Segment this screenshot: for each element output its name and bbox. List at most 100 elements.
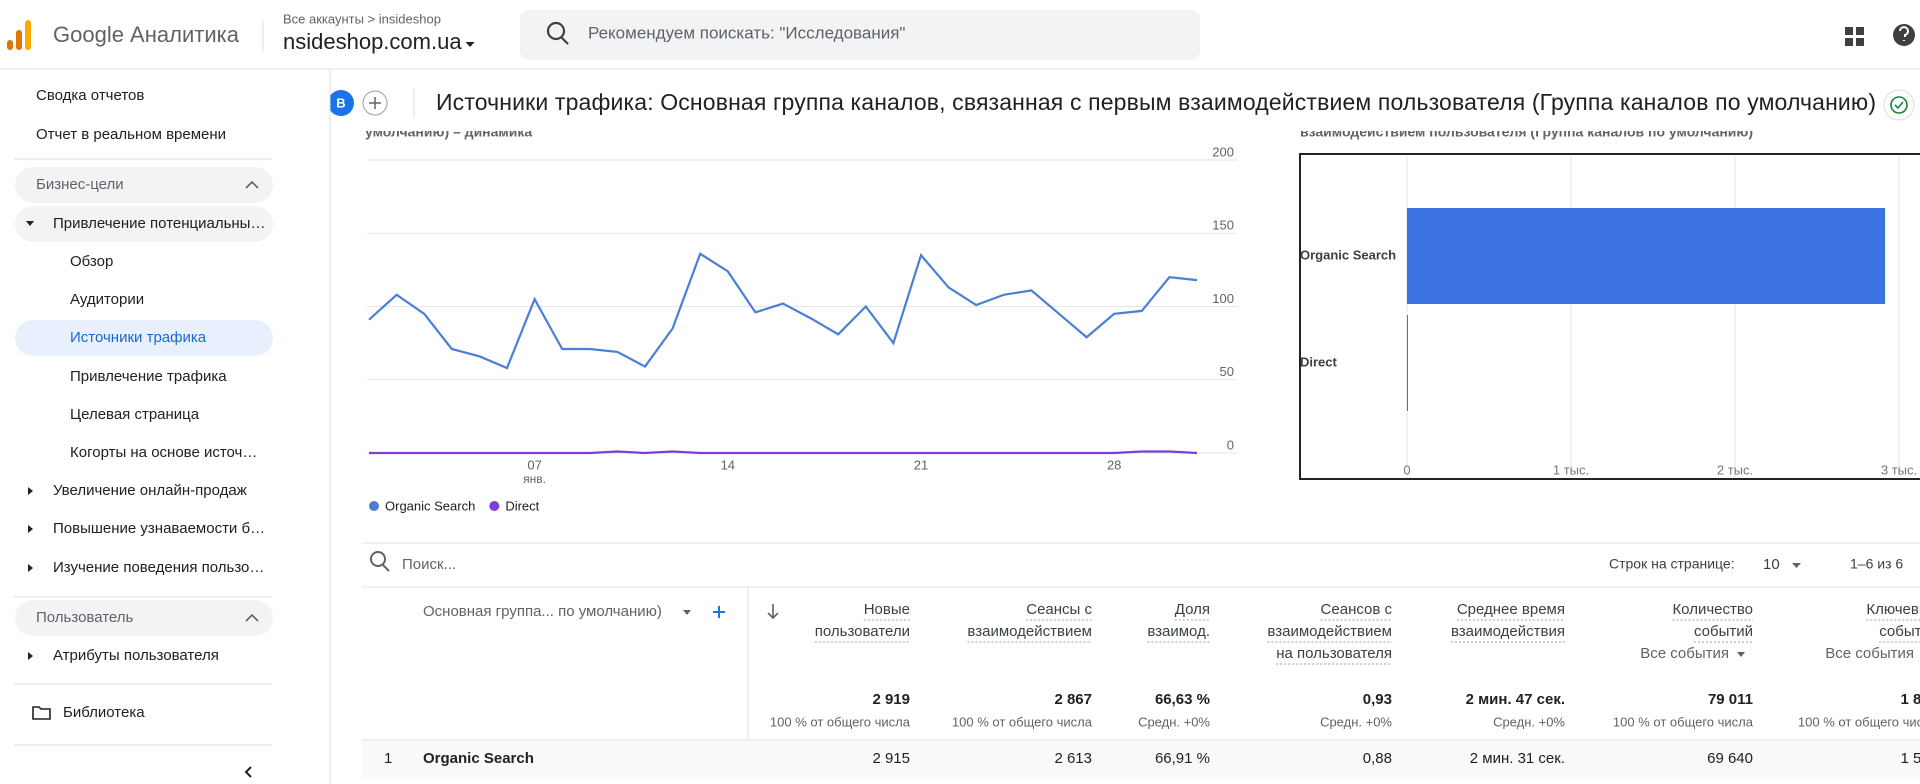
check-icon — [1890, 96, 1908, 114]
bar — [1407, 315, 1408, 411]
column-header[interactable]: взаимод. — [1147, 623, 1210, 640]
nav-item[interactable]: Увеличение онлайн-продаж — [53, 482, 247, 499]
nav-section: Бизнес-цели — [36, 176, 124, 193]
metric-filter[interactable]: Все события — [1640, 645, 1729, 662]
total-note: 100 % от общего числа — [1798, 714, 1920, 729]
logo-bar — [25, 20, 31, 50]
collapse-icon — [245, 613, 259, 622]
total-value: 66,63 % — [1155, 691, 1210, 708]
page-header-bg — [330, 69, 1920, 131]
x-tick-label: 21 — [914, 457, 928, 472]
x-tick-label: 07 — [527, 457, 541, 472]
column-header[interactable]: Новые — [864, 601, 910, 618]
x-tick-label: 28 — [1107, 457, 1121, 472]
column-header[interactable]: событий — [1694, 623, 1753, 640]
collapse-sidebar[interactable] — [244, 766, 252, 778]
row-index: 1 — [384, 750, 392, 767]
dropdown-caret — [465, 42, 475, 47]
expand-icon — [28, 652, 33, 660]
dropdown-caret — [1792, 563, 1801, 568]
x-tick-label: 3 тыс. — [1881, 462, 1917, 477]
nav-item[interactable]: Атрибуты пользователя — [53, 647, 219, 664]
logo-bar — [7, 40, 13, 50]
nav-highlight — [15, 206, 273, 242]
apps-icon[interactable] — [1856, 38, 1864, 46]
table-search[interactable]: Поиск... — [402, 556, 456, 573]
expand-icon — [26, 221, 34, 226]
metric-filter[interactable]: Все события — [1825, 645, 1914, 662]
y-tick-label: 200 — [1212, 144, 1234, 159]
column-header[interactable]: Сеансы с — [1026, 601, 1092, 618]
column-header[interactable]: пользователи — [815, 623, 910, 640]
column-header[interactable]: взаимодействия — [1451, 623, 1565, 640]
breadcrumb[interactable]: Все аккаунты > insideshop — [283, 11, 441, 26]
column-header[interactable]: взаимодействием — [967, 623, 1092, 640]
search-placeholder[interactable]: Рекомендуем поискать: "Исследования" — [588, 23, 905, 42]
column-header[interactable]: на пользователя — [1276, 645, 1392, 662]
column-header[interactable]: Ключевые — [1866, 601, 1920, 618]
line-series — [369, 450, 1198, 455]
search-box[interactable] — [520, 10, 1200, 60]
column-header[interactable]: Количество — [1672, 601, 1753, 618]
column-header[interactable]: взаимодействием — [1267, 623, 1392, 640]
nav-item[interactable]: Целевая страница — [70, 406, 200, 423]
nav-item[interactable]: Изучение поведения пользо… — [53, 559, 264, 576]
search-icon[interactable] — [370, 551, 390, 572]
nav-highlight — [15, 600, 273, 636]
expand-icon — [28, 525, 33, 533]
column-header[interactable]: Среднее время — [1457, 601, 1565, 618]
column-header[interactable]: события — [1879, 623, 1920, 640]
collapse-icon — [245, 180, 259, 189]
total-note: Средн. +0% — [1493, 714, 1565, 729]
nav-item[interactable]: Привлечение потенциальны… — [53, 215, 265, 232]
cell: 1 565 — [1900, 750, 1920, 767]
page-title: Источники трафика: Основная группа канал… — [436, 89, 1876, 115]
apps-icon[interactable] — [1845, 38, 1853, 46]
apps-icon[interactable] — [1856, 27, 1864, 35]
nav-item[interactable]: Отчет в реальном времени — [36, 126, 226, 143]
nav-highlight — [15, 167, 273, 203]
nav-item[interactable]: Сводка отчетов — [36, 87, 144, 104]
y-tick-label: 50 — [1220, 364, 1234, 379]
nav-item[interactable]: Повышение узнаваемости б… — [53, 520, 265, 537]
row-bg — [362, 741, 1920, 779]
y-tick-label: 100 — [1212, 291, 1234, 306]
x-tick-label: 2 тыс. — [1717, 462, 1753, 477]
y-category-label: Direct — [1300, 354, 1338, 369]
total-note: Средн. +0% — [1320, 714, 1392, 729]
legend-dot — [369, 501, 379, 511]
nav-item[interactable]: Библиотека — [63, 704, 145, 721]
legend-label: Direct — [505, 498, 539, 513]
chart-frame — [1299, 153, 1920, 480]
avatar — [328, 90, 354, 116]
total-value: 1 817 — [1900, 691, 1920, 708]
cell: 2 мин. 31 сек. — [1470, 750, 1565, 767]
x-month-label: янв. — [523, 472, 546, 486]
apps-icon[interactable] — [1845, 27, 1853, 35]
nav-item[interactable]: Привлечение трафика — [70, 368, 227, 385]
column-header[interactable]: Доля — [1175, 601, 1210, 618]
nav-item[interactable]: Аудитории — [70, 291, 144, 308]
status-badge — [1883, 89, 1915, 121]
search-icon — [546, 21, 569, 45]
row-name: Organic Search — [423, 750, 534, 767]
help-mark — [1899, 26, 1909, 41]
total-value: 2 919 — [872, 691, 910, 708]
y-category-label: Organic Search — [1300, 247, 1396, 262]
property-selector[interactable]: nsideshop.com.ua — [283, 29, 462, 54]
sort-arrow — [767, 604, 779, 620]
rows-select[interactable]: 10 — [1763, 556, 1780, 573]
nav-highlight — [15, 320, 273, 356]
bar — [1407, 208, 1886, 304]
cell: 2 915 — [872, 750, 910, 767]
plus-icon — [369, 97, 381, 109]
dimension-header[interactable]: Основная группа... по умолчанию) — [423, 603, 662, 620]
nav-item-active: Источники трафика — [70, 329, 207, 346]
column-header[interactable]: Сеансов с — [1321, 601, 1393, 618]
total-note: Средн. +0% — [1138, 714, 1210, 729]
folder-icon — [32, 706, 51, 720]
nav-item[interactable]: Обзор — [70, 253, 113, 270]
nav-item[interactable]: Когорты на основе источ… — [70, 444, 257, 461]
